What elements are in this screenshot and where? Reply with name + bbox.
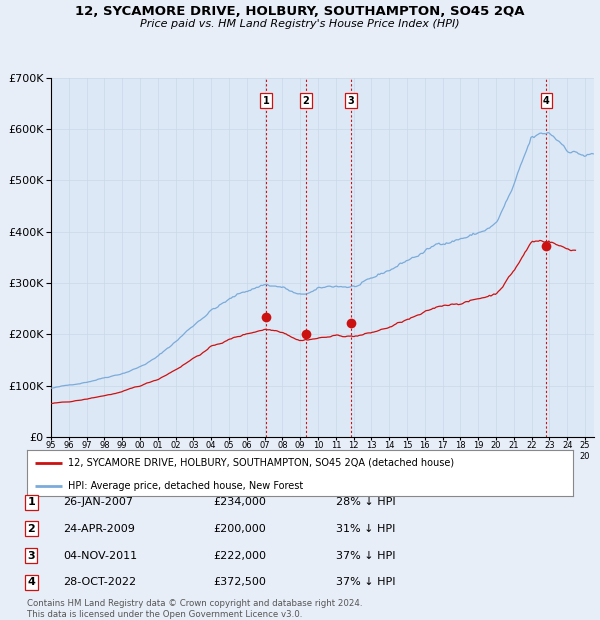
Text: £222,000: £222,000 [213, 551, 266, 560]
Text: 12, SYCAMORE DRIVE, HOLBURY, SOUTHAMPTON, SO45 2QA (detached house): 12, SYCAMORE DRIVE, HOLBURY, SOUTHAMPTON… [68, 458, 454, 467]
Text: 1: 1 [263, 96, 269, 106]
Text: 26-JAN-2007: 26-JAN-2007 [63, 497, 133, 507]
Text: 37% ↓ HPI: 37% ↓ HPI [336, 551, 395, 560]
Text: 28% ↓ HPI: 28% ↓ HPI [336, 497, 395, 507]
Text: 04-NOV-2011: 04-NOV-2011 [63, 551, 137, 560]
Text: £234,000: £234,000 [213, 497, 266, 507]
Text: 37% ↓ HPI: 37% ↓ HPI [336, 577, 395, 587]
Text: 3: 3 [28, 551, 35, 560]
Text: 4: 4 [27, 577, 35, 587]
Text: Contains HM Land Registry data © Crown copyright and database right 2024.
This d: Contains HM Land Registry data © Crown c… [27, 600, 362, 619]
Text: 31% ↓ HPI: 31% ↓ HPI [336, 524, 395, 534]
Text: HPI: Average price, detached house, New Forest: HPI: Average price, detached house, New … [68, 480, 303, 491]
Text: 2: 2 [28, 524, 35, 534]
Text: 1: 1 [28, 497, 35, 507]
Text: 3: 3 [347, 96, 354, 106]
Text: 28-OCT-2022: 28-OCT-2022 [63, 577, 136, 587]
Text: £372,500: £372,500 [213, 577, 266, 587]
Text: 2: 2 [302, 96, 310, 106]
Text: 24-APR-2009: 24-APR-2009 [63, 524, 135, 534]
Text: £200,000: £200,000 [213, 524, 266, 534]
Text: Price paid vs. HM Land Registry's House Price Index (HPI): Price paid vs. HM Land Registry's House … [140, 19, 460, 29]
Text: 4: 4 [543, 96, 550, 106]
Text: 12, SYCAMORE DRIVE, HOLBURY, SOUTHAMPTON, SO45 2QA: 12, SYCAMORE DRIVE, HOLBURY, SOUTHAMPTON… [75, 5, 525, 18]
